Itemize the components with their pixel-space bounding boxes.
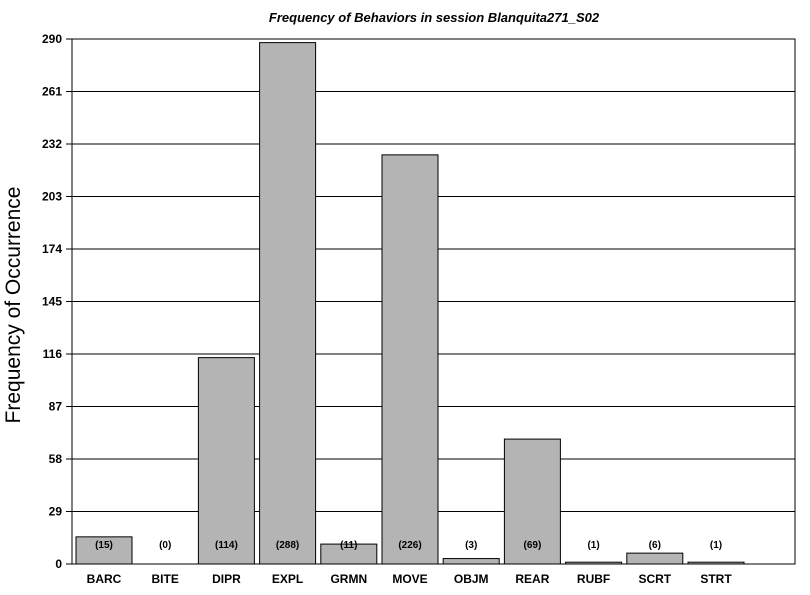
y-tick-label: 29: [49, 505, 63, 519]
y-tick-label: 203: [42, 190, 62, 204]
data-label-rubf: (1): [587, 540, 599, 551]
data-labels: (15) (0) (114) (288) (11) (226) (3) (69) (1) (6) (…: [95, 540, 722, 551]
y-tick-label: 87: [49, 400, 63, 414]
chart-title: Frequency of Behaviors in session Blanqu…: [269, 10, 600, 25]
x-tick-label-rubf: RUBF: [577, 572, 610, 586]
x-tick-label-strt: STRT: [700, 572, 732, 586]
y-tick-label: 58: [49, 452, 63, 466]
data-label-barc: (15): [95, 540, 113, 551]
data-label-objm: (3): [465, 540, 477, 551]
bar-rear: [503, 438, 561, 565]
x-tick-label-bite: BITE: [152, 572, 179, 586]
y-axis-label: Frequency of Occurrence: [2, 187, 25, 424]
data-label-strt: (1): [710, 540, 722, 551]
y-tick-label: 174: [42, 242, 62, 256]
data-label-expl: (288): [276, 540, 299, 551]
plot-frame: [71, 38, 796, 565]
data-label-move: (226): [398, 540, 421, 551]
data-label-rear: (69): [524, 540, 542, 551]
data-label-grmn: (11): [340, 540, 357, 551]
y-tick-label: 232: [42, 137, 62, 151]
x-tick-label-dipr: DIPR: [212, 572, 241, 586]
bar-expl: [259, 42, 317, 565]
data-label-scrt: (6): [649, 540, 661, 551]
bar-objm: [442, 558, 500, 565]
bar-move: [381, 154, 439, 565]
y-axis-ticks: 0 29 58 87 116 145 174 203 232 261 290: [42, 32, 72, 571]
x-tick-label-move: MOVE: [392, 572, 427, 586]
y-tick-label: 290: [42, 32, 62, 46]
x-tick-label-objm: OBJM: [454, 572, 489, 586]
x-tick-label-scrt: SCRT: [638, 572, 671, 586]
bar-scrt: [626, 552, 684, 565]
bar-dipr: [197, 357, 255, 565]
x-tick-label-expl: EXPL: [272, 572, 303, 586]
x-axis-ticks: BARC BITE DIPR EXPL GRMN MOVE OBJM REAR RUBF SCRT…: [87, 572, 733, 586]
data-label-bite: (0): [159, 540, 171, 551]
y-tick-label: 145: [42, 295, 62, 309]
bars: [75, 42, 745, 565]
x-tick-label-rear: REAR: [515, 572, 549, 586]
y-tick-label: 116: [43, 347, 63, 361]
data-label-dipr: (114): [215, 540, 238, 551]
y-tick-label: 0: [55, 557, 62, 571]
x-tick-label-grmn: GRMN: [330, 572, 367, 586]
y-tick-label: 261: [42, 85, 62, 99]
x-tick-label-barc: BARC: [87, 572, 122, 586]
